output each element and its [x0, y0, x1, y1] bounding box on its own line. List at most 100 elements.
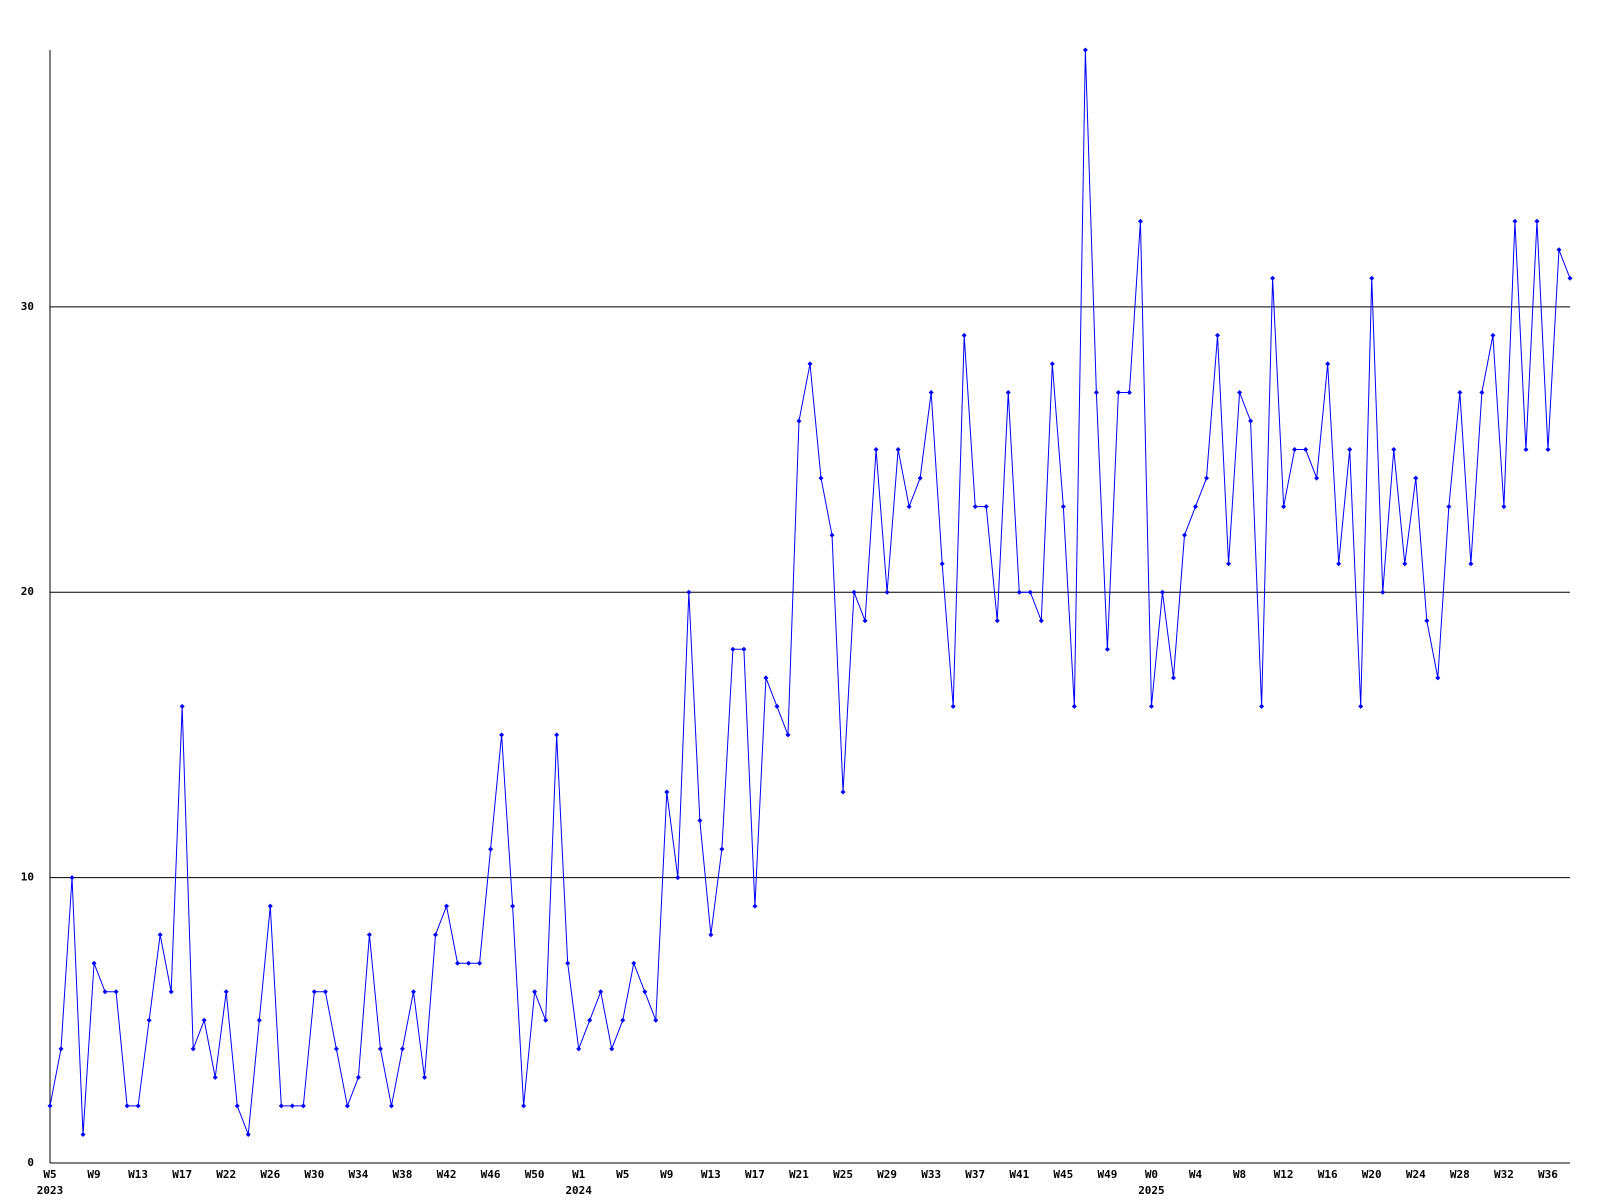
data-point — [1038, 618, 1044, 624]
data-point — [146, 1017, 152, 1023]
data-point — [1215, 332, 1221, 338]
data-point — [377, 1046, 383, 1052]
data-point — [752, 903, 758, 909]
data-point — [1237, 389, 1243, 395]
data-point — [1380, 589, 1386, 595]
data-point — [1137, 218, 1143, 224]
data-point — [223, 989, 229, 995]
data-point — [488, 846, 494, 852]
data-point — [190, 1046, 196, 1052]
y-tick-label: 20 — [21, 585, 34, 598]
x-tick-label: W46 — [481, 1168, 501, 1181]
data-point — [1204, 475, 1210, 481]
data-point — [477, 960, 483, 966]
x-tick-label: W30 — [304, 1168, 324, 1181]
data-point — [785, 732, 791, 738]
data-point — [58, 1046, 64, 1052]
data-point — [1104, 646, 1110, 652]
data-point — [653, 1017, 659, 1023]
data-point — [1545, 447, 1551, 453]
data-point — [1567, 275, 1573, 281]
data-point — [928, 389, 934, 395]
data-point — [466, 960, 472, 966]
data-point — [1259, 703, 1265, 709]
data-point — [69, 875, 75, 881]
data-point — [972, 504, 978, 510]
data-point — [906, 504, 912, 510]
x-tick-label: W5 — [616, 1168, 629, 1181]
data-point — [961, 332, 967, 338]
data-point — [1358, 703, 1364, 709]
y-tick-label: 10 — [21, 871, 34, 884]
data-point — [1512, 218, 1518, 224]
data-point — [697, 818, 703, 824]
x-tick-label: W29 — [877, 1168, 897, 1181]
x-tick-label: W4 — [1189, 1168, 1203, 1181]
x-tick-label: W20 — [1362, 1168, 1382, 1181]
data-point — [1181, 532, 1187, 538]
data-point — [807, 361, 813, 367]
data-point — [1556, 247, 1562, 253]
data-point — [554, 732, 560, 738]
x-tick-label: W1 — [572, 1168, 586, 1181]
x-tick-label: W26 — [260, 1168, 280, 1181]
x-tick-label: W49 — [1097, 1168, 1117, 1181]
data-point — [631, 960, 637, 966]
data-point — [1468, 561, 1474, 567]
x-tick-label: W24 — [1406, 1168, 1426, 1181]
data-point — [1005, 389, 1011, 395]
data-point — [1534, 218, 1540, 224]
data-point — [587, 1017, 593, 1023]
x-tick-label: W41 — [1009, 1168, 1029, 1181]
data-point — [245, 1131, 251, 1137]
x-tick-label: W38 — [393, 1168, 413, 1181]
data-point — [1402, 561, 1408, 567]
data-point — [80, 1131, 86, 1137]
data-point — [1369, 275, 1375, 281]
data-point — [851, 589, 857, 595]
data-point — [124, 1103, 130, 1109]
data-point — [1314, 475, 1320, 481]
data-point — [1060, 504, 1066, 510]
data-point — [719, 846, 725, 852]
x-tick-label: W42 — [437, 1168, 457, 1181]
data-point — [1126, 389, 1132, 395]
data-point — [102, 989, 108, 995]
data-point — [1413, 475, 1419, 481]
y-tick-label: 0 — [27, 1156, 34, 1169]
data-point — [1082, 47, 1088, 53]
data-point — [344, 1103, 350, 1109]
data-point — [355, 1074, 361, 1080]
data-point — [774, 703, 780, 709]
data-point — [455, 960, 461, 966]
data-point — [91, 960, 97, 966]
data-point — [1303, 447, 1309, 453]
data-point — [1292, 447, 1298, 453]
data-point — [884, 589, 890, 595]
data-point — [300, 1103, 306, 1109]
data-point — [543, 1017, 549, 1023]
data-point — [1270, 275, 1276, 281]
data-point — [917, 475, 923, 481]
data-point — [278, 1103, 284, 1109]
data-point — [1446, 504, 1452, 510]
x-tick-label: W17 — [172, 1168, 192, 1181]
data-point — [994, 618, 1000, 624]
data-point — [256, 1017, 262, 1023]
data-point — [234, 1103, 240, 1109]
data-point — [642, 989, 648, 995]
x-tick-label: W0 — [1145, 1168, 1158, 1181]
data-point — [135, 1103, 141, 1109]
data-point — [1071, 703, 1077, 709]
data-point — [521, 1103, 527, 1109]
data-point — [1336, 561, 1342, 567]
x-tick-label: W45 — [1053, 1168, 1073, 1181]
data-point — [1424, 618, 1430, 624]
data-point — [433, 932, 439, 938]
data-point — [267, 903, 273, 909]
x-tick-label: W22 — [216, 1168, 236, 1181]
data-point — [1325, 361, 1331, 367]
data-point — [1159, 589, 1165, 595]
